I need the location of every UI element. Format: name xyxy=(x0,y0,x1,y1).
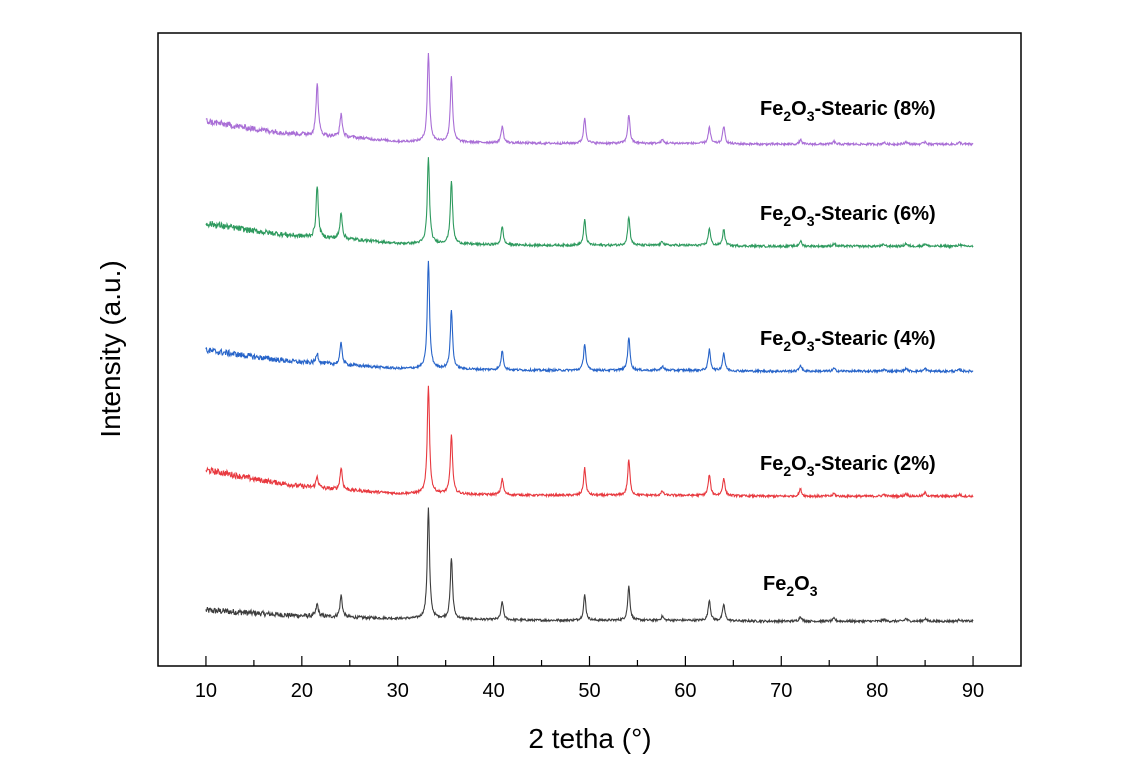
x-tick-label: 10 xyxy=(195,680,217,702)
series-label-4: Fe2O3-Stearic (6%) xyxy=(760,203,936,229)
x-tick-label: 50 xyxy=(578,680,600,702)
x-tick-label: 30 xyxy=(387,680,409,702)
series-line-1 xyxy=(205,507,974,625)
x-tick-label: 40 xyxy=(482,680,504,702)
series-label-3: Fe2O3-Stearic (4%) xyxy=(760,328,936,354)
series-line-3 xyxy=(205,260,974,375)
x-axis: 10 20 30 40 50 60 70 80 90 xyxy=(195,656,984,702)
x-tick-label: 20 xyxy=(291,680,313,702)
series-line-5 xyxy=(205,52,974,148)
series-label-2: Fe2O3-Stearic (2%) xyxy=(760,453,936,479)
y-axis-title: Intensity (a.u.) xyxy=(95,260,126,437)
series-labels: Fe2O3 Fe2O3-Stearic (2%) Fe2O3-Stearic (4%… xyxy=(760,98,936,599)
series-layer xyxy=(205,52,974,625)
series-line-2 xyxy=(205,385,974,500)
series-label-1: Fe2O3 xyxy=(763,573,818,599)
series-label-5: Fe2O3-Stearic (8%) xyxy=(760,98,936,124)
series-line-4 xyxy=(205,157,974,250)
x-tick-label: 60 xyxy=(674,680,696,702)
x-tick-label: 70 xyxy=(770,680,792,702)
x-tick-label: 80 xyxy=(866,680,888,702)
x-tick-label: 90 xyxy=(962,680,984,702)
x-axis-title: 2 tetha (°) xyxy=(528,723,651,754)
